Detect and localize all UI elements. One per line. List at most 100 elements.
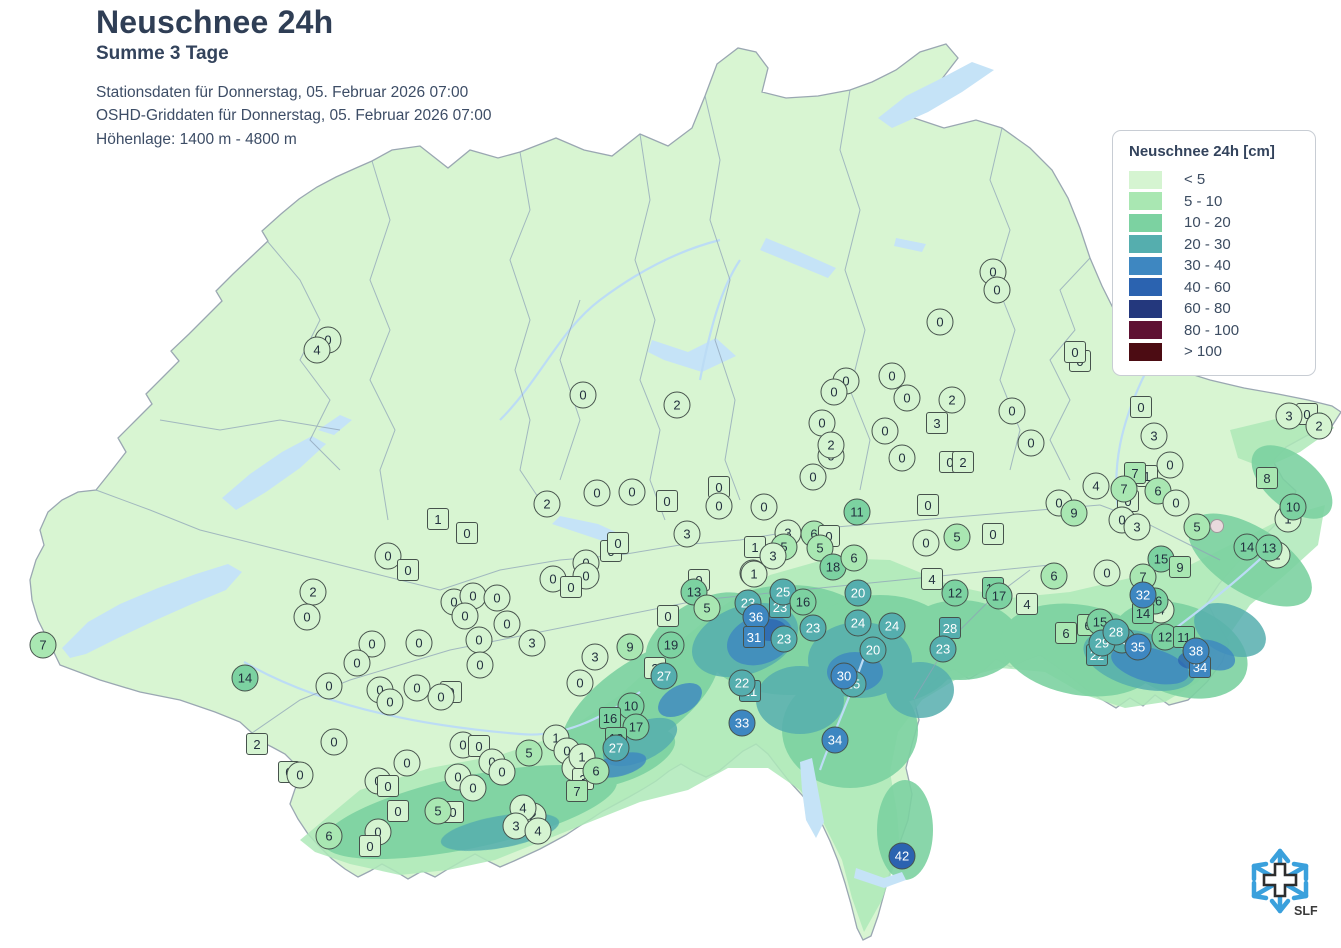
station-marker-square[interactable]: 1: [427, 508, 449, 530]
station-marker-square[interactable]: 3: [926, 412, 948, 434]
station-marker-circle[interactable]: 5: [943, 523, 971, 551]
station-marker-circle[interactable]: 13: [1255, 534, 1283, 562]
station-marker-circle[interactable]: 0: [878, 362, 906, 390]
station-marker-circle[interactable]: 19: [657, 631, 685, 659]
station-marker-circle[interactable]: 2: [817, 431, 845, 459]
station-marker-circle[interactable]: 0: [583, 479, 611, 507]
station-marker-circle[interactable]: 2: [299, 578, 327, 606]
station-marker-square[interactable]: 7: [566, 780, 588, 802]
station-marker-circle[interactable]: 17: [622, 713, 650, 741]
station-marker-circle[interactable]: 0: [483, 584, 511, 612]
station-marker-square[interactable]: 0: [359, 835, 381, 857]
station-marker-dot[interactable]: [1210, 519, 1224, 533]
station-marker-square[interactable]: 0: [607, 532, 629, 554]
station-marker-circle[interactable]: 11: [843, 498, 871, 526]
station-marker-circle[interactable]: 14: [231, 664, 259, 692]
station-marker-square[interactable]: 0: [982, 523, 1004, 545]
station-marker-circle[interactable]: 20: [844, 579, 872, 607]
station-marker-circle[interactable]: 34: [821, 726, 849, 754]
station-marker-circle[interactable]: 0: [893, 384, 921, 412]
station-marker-square[interactable]: 0: [456, 522, 478, 544]
station-marker-square[interactable]: 0: [1130, 396, 1152, 418]
station-marker-circle[interactable]: 7: [29, 631, 57, 659]
station-marker-circle[interactable]: 1: [740, 560, 768, 588]
station-marker-circle[interactable]: 22: [728, 669, 756, 697]
station-marker-circle[interactable]: 30: [830, 662, 858, 690]
station-marker-circle[interactable]: 4: [1082, 472, 1110, 500]
station-marker-square[interactable]: 2: [952, 451, 974, 473]
station-marker-square[interactable]: 0: [1064, 341, 1086, 363]
station-marker-circle[interactable]: 0: [493, 610, 521, 638]
station-marker-circle[interactable]: 4: [303, 336, 331, 364]
station-marker-square[interactable]: 0: [397, 559, 419, 581]
station-marker-circle[interactable]: 24: [844, 609, 872, 637]
station-marker-circle[interactable]: 33: [728, 709, 756, 737]
station-marker-circle[interactable]: 3: [673, 520, 701, 548]
station-marker-circle[interactable]: 0: [618, 478, 646, 506]
station-marker-circle[interactable]: 0: [465, 626, 493, 654]
station-marker-circle[interactable]: 23: [799, 614, 827, 642]
station-marker-circle[interactable]: 0: [1093, 559, 1121, 587]
station-marker-square[interactable]: 2: [246, 733, 268, 755]
station-marker-circle[interactable]: 3: [1123, 513, 1151, 541]
station-marker-circle[interactable]: 0: [286, 761, 314, 789]
station-marker-circle[interactable]: 7: [1110, 475, 1138, 503]
station-marker-circle[interactable]: 38: [1182, 637, 1210, 665]
station-marker-square[interactable]: 4: [1016, 593, 1038, 615]
station-marker-circle[interactable]: 0: [403, 674, 431, 702]
station-marker-circle[interactable]: 0: [912, 529, 940, 557]
station-marker-circle[interactable]: 23: [929, 635, 957, 663]
station-marker-circle[interactable]: 0: [983, 276, 1011, 304]
station-marker-circle[interactable]: 0: [1162, 489, 1190, 517]
station-marker-square[interactable]: 9: [1169, 556, 1191, 578]
station-marker-circle[interactable]: 0: [320, 728, 348, 756]
station-marker-square[interactable]: 4: [921, 568, 943, 590]
station-marker-circle[interactable]: 2: [533, 490, 561, 518]
station-marker-circle[interactable]: 24: [878, 612, 906, 640]
station-marker-circle[interactable]: 0: [799, 463, 827, 491]
station-marker-square[interactable]: 0: [377, 775, 399, 797]
station-marker-circle[interactable]: 0: [888, 444, 916, 472]
station-marker-circle[interactable]: 9: [616, 633, 644, 661]
station-marker-circle[interactable]: 0: [393, 749, 421, 777]
station-marker-circle[interactable]: 0: [820, 378, 848, 406]
station-marker-circle[interactable]: 0: [871, 417, 899, 445]
station-marker-circle[interactable]: 23: [770, 625, 798, 653]
station-marker-circle[interactable]: 0: [705, 492, 733, 520]
station-marker-circle[interactable]: 3: [1275, 402, 1303, 430]
station-marker-circle[interactable]: 6: [1040, 562, 1068, 590]
station-marker-circle[interactable]: 0: [459, 774, 487, 802]
station-marker-circle[interactable]: 3: [518, 629, 546, 657]
station-marker-circle[interactable]: 3: [1140, 422, 1168, 450]
station-marker-circle[interactable]: 28: [1102, 618, 1130, 646]
station-marker-circle[interactable]: 2: [938, 386, 966, 414]
station-marker-circle[interactable]: 12: [941, 579, 969, 607]
station-marker-circle[interactable]: 6: [315, 822, 343, 850]
station-marker-circle[interactable]: 0: [315, 672, 343, 700]
station-marker-circle[interactable]: 0: [569, 381, 597, 409]
station-marker-circle[interactable]: 3: [581, 643, 609, 671]
station-marker-circle[interactable]: 4: [524, 817, 552, 845]
station-marker-square[interactable]: 31: [743, 626, 765, 648]
station-marker-square[interactable]: 6: [1055, 622, 1077, 644]
station-marker-circle[interactable]: 0: [750, 493, 778, 521]
station-marker-circle[interactable]: 0: [451, 602, 479, 630]
station-marker-circle[interactable]: 20: [859, 636, 887, 664]
station-marker-circle[interactable]: 0: [405, 629, 433, 657]
station-marker-square[interactable]: 0: [656, 490, 678, 512]
station-marker-circle[interactable]: 0: [466, 651, 494, 679]
station-marker-circle[interactable]: 0: [998, 397, 1026, 425]
station-marker-circle[interactable]: 5: [515, 739, 543, 767]
station-marker-circle[interactable]: 6: [840, 544, 868, 572]
station-marker-circle[interactable]: 0: [343, 649, 371, 677]
station-marker-circle[interactable]: 0: [427, 683, 455, 711]
station-marker-square[interactable]: 8: [1256, 467, 1278, 489]
station-marker-circle[interactable]: 35: [1124, 633, 1152, 661]
station-marker-circle[interactable]: 2: [1305, 412, 1333, 440]
station-marker-circle[interactable]: 0: [566, 669, 594, 697]
station-marker-circle[interactable]: 0: [293, 603, 321, 631]
station-marker-circle[interactable]: 27: [602, 734, 630, 762]
station-marker-square[interactable]: 16: [599, 707, 621, 729]
station-marker-circle[interactable]: 5: [1183, 513, 1211, 541]
station-marker-circle[interactable]: 0: [488, 758, 516, 786]
